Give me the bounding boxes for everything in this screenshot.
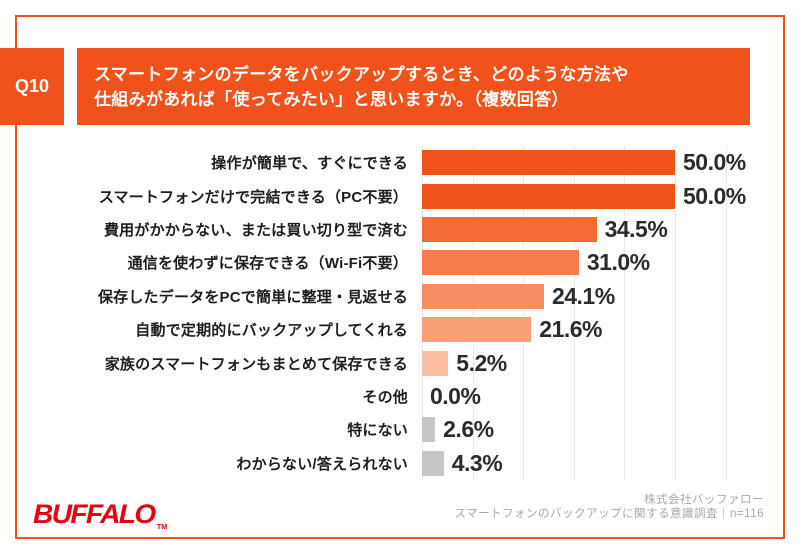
bar-area: 21.6% bbox=[422, 316, 602, 343]
category-label: 保存したデータをPCで簡単に整理・見返せる bbox=[97, 288, 408, 306]
bar-area: 34.5% bbox=[422, 215, 668, 243]
buffalo-logo-text: BUFFALO bbox=[33, 499, 156, 529]
chart-row: わからない/答えられない 4.3% bbox=[0, 447, 800, 480]
bar bbox=[422, 283, 544, 309]
bar-chart: 操作が簡単で、すぐにできる 50.0% スマートフォンだけで完結できる（PC不要） 5… bbox=[0, 146, 800, 480]
chart-row: 自動で定期的にバックアップしてくれる 21.6% bbox=[0, 313, 800, 346]
value-label: 0.0% bbox=[430, 382, 481, 409]
source-attribution: 株式会社バッファロー スマートフォンのバックアップに関する意識調査｜n=116 bbox=[454, 494, 764, 521]
category-label: 特にない bbox=[347, 422, 408, 440]
bar-area: 50.0% bbox=[422, 183, 746, 210]
chart-row: 特にない 2.6% bbox=[0, 413, 800, 446]
bar bbox=[422, 417, 436, 443]
value-label: 4.3% bbox=[451, 449, 503, 476]
chart-rows: 操作が簡単で、すぐにできる 50.0% スマートフォンだけで完結できる（PC不要） 5… bbox=[0, 146, 800, 480]
bar-area: 31.0% bbox=[422, 249, 650, 276]
buffalo-logo: BUFFALO TM bbox=[33, 499, 168, 531]
question-title-banner: スマートフォンのデータをバックアップするとき、どのような方法や 仕組みがあれば「… bbox=[77, 48, 750, 125]
grid-line bbox=[523, 146, 525, 480]
chart-row: 操作が簡単で、すぐにできる 50.0% bbox=[0, 146, 800, 179]
value-label: 2.6% bbox=[443, 416, 494, 443]
grid-line bbox=[675, 146, 676, 480]
chart-row: 家族のスマートフォンもまとめて保存できる 5.2% bbox=[0, 346, 800, 379]
grid-line bbox=[573, 146, 575, 480]
grid-line bbox=[725, 146, 727, 480]
chart-row: スマートフォンだけで完結できる（PC不要） 50.0% bbox=[0, 179, 800, 212]
category-label: 家族のスマートフォンもまとめて保存できる bbox=[104, 355, 408, 373]
bar-area: 4.3% bbox=[422, 449, 503, 477]
grid-line bbox=[624, 146, 626, 480]
chart-row: 通信を使わずに保存できる（Wi-Fi不要） 31.0% bbox=[0, 246, 800, 279]
value-label: 24.1% bbox=[551, 282, 615, 309]
bar bbox=[422, 250, 579, 276]
grid-line bbox=[422, 146, 423, 480]
question-title-line2: 仕組みがあれば「使ってみたい」と思いますか。（複数回答） bbox=[94, 90, 569, 109]
source-company-line: 株式会社バッファロー bbox=[644, 494, 764, 506]
bar bbox=[422, 350, 449, 376]
value-label: 31.0% bbox=[586, 249, 650, 276]
category-label: 通信を使わずに保存できる（Wi-Fi不要） bbox=[127, 255, 408, 273]
category-label: 費用がかからない、または買い切り型で済む bbox=[103, 221, 408, 239]
bar-area: 24.1% bbox=[422, 283, 615, 310]
chart-row: その他 0.0% bbox=[0, 380, 800, 413]
category-label: 操作が簡単で、すぐにできる bbox=[211, 155, 408, 173]
bar bbox=[422, 150, 675, 176]
bar-area: 5.2% bbox=[422, 350, 507, 377]
question-number-label: Q10 bbox=[14, 76, 50, 96]
value-label: 50.0% bbox=[683, 182, 746, 209]
value-label: 21.6% bbox=[539, 316, 602, 343]
category-label: 自動で定期的にバックアップしてくれる bbox=[135, 322, 408, 340]
grid-line bbox=[472, 146, 474, 480]
bar-area: 2.6% bbox=[422, 416, 494, 443]
bar bbox=[422, 317, 532, 343]
chart-gridlines bbox=[422, 146, 762, 480]
bar bbox=[422, 216, 597, 242]
category-label: スマートフォンだけで完結できる（PC不要） bbox=[98, 188, 408, 206]
question-title-line1: スマートフォンのデータをバックアップするとき、どのような方法や bbox=[94, 65, 629, 84]
category-label: わからない/答えられない bbox=[236, 455, 408, 473]
trademark-symbol: TM bbox=[156, 524, 168, 531]
bar bbox=[422, 450, 444, 476]
value-label: 34.5% bbox=[604, 215, 668, 242]
page-border-frame bbox=[15, 15, 785, 539]
value-label: 5.2% bbox=[456, 349, 507, 376]
question-number-badge: Q10 bbox=[0, 48, 64, 125]
category-label: その他 bbox=[362, 388, 408, 406]
source-survey-line: スマートフォンのバックアップに関する意識調査｜n=116 bbox=[454, 507, 764, 520]
bar bbox=[422, 183, 675, 209]
chart-row: 費用がかからない、または買い切り型で済む 34.5% bbox=[0, 213, 800, 246]
value-label: 50.0% bbox=[683, 149, 746, 176]
chart-row: 保存したデータをPCで簡単に整理・見返せる 24.1% bbox=[0, 280, 800, 313]
bar-area: 50.0% bbox=[422, 149, 746, 176]
bar-area: 0.0% bbox=[422, 382, 481, 410]
